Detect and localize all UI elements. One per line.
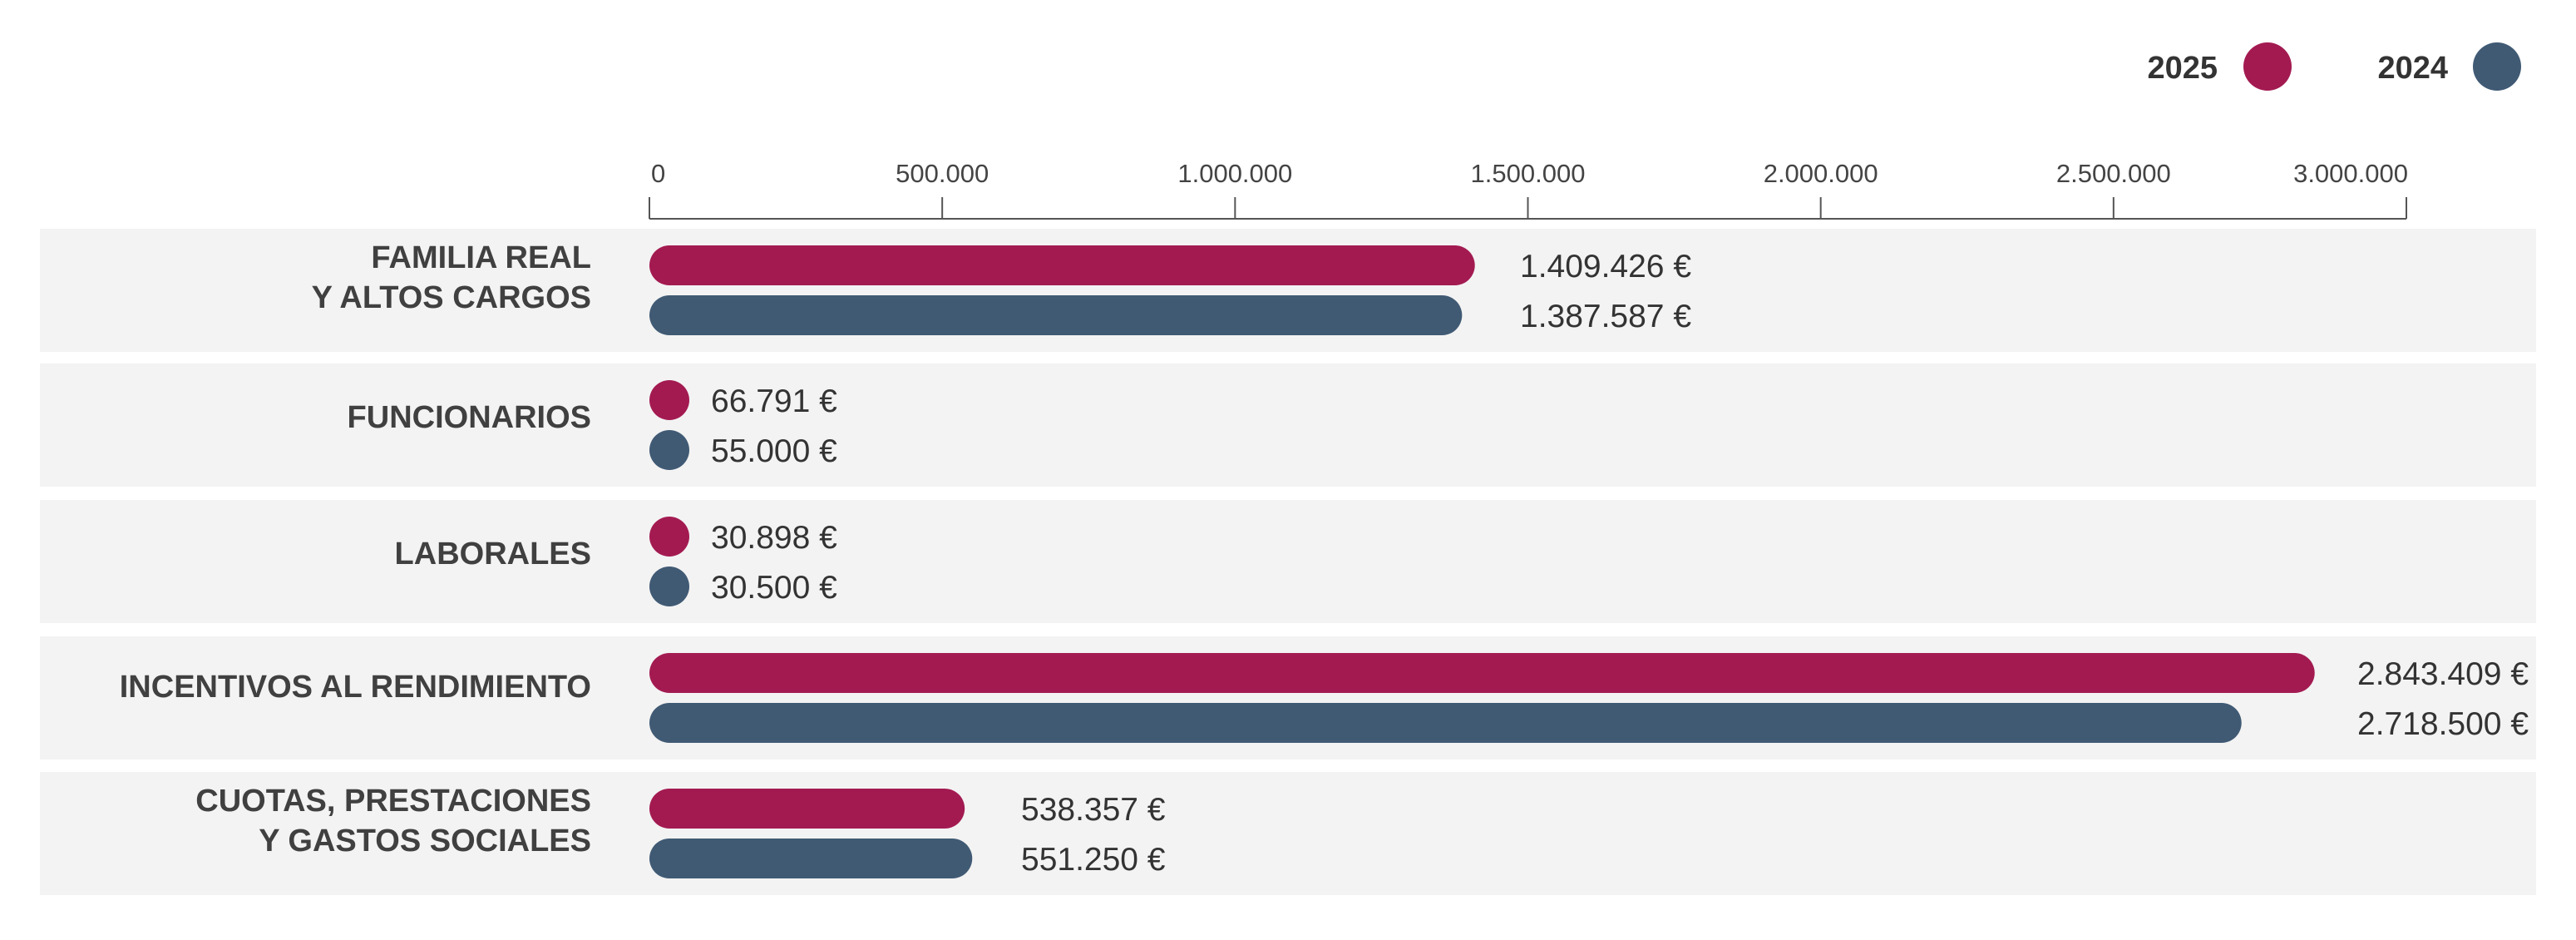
category-label-line: INCENTIVOS AL RENDIMIENTO [120,670,591,705]
value-label-2024: 1.387.587 € [1520,299,1691,334]
category-label-line: Y GASTOS SOCIALES [259,824,591,858]
row-background [40,500,2536,623]
category-label: FAMILIA REAL Y ALTOS CARGOS [312,240,591,315]
bar-2025 [649,517,689,557]
x-tick-label: 0 [651,159,665,188]
category-label-line: FUNCIONARIOS [348,400,591,435]
bar-2025 [649,789,965,829]
value-label-2025: 538.357 € [1021,792,1166,828]
value-label-2025: 1.409.426 € [1520,249,1691,284]
bar-2025 [649,245,1475,285]
bar-2025 [649,653,2315,693]
value-label-2024: 55.000 € [711,433,837,469]
value-label-2025: 66.791 € [711,383,837,419]
x-tick-label: 500.000 [896,159,989,188]
bar-2024 [649,703,2242,743]
bar-2024 [649,295,1463,335]
legend-swatch [2473,42,2521,91]
value-label-2024: 30.500 € [711,570,837,606]
bar-2025 [649,380,689,420]
row-background [40,772,2536,895]
value-label-2025: 30.898 € [711,520,837,556]
category-label: FUNCIONARIOS [348,400,591,435]
category-label-line: CUOTAS, PRESTACIONES [195,784,591,819]
bar-2024 [649,566,689,606]
x-tick-label: 2.000.000 [1764,159,1878,188]
bar-2024 [649,430,689,470]
category-label-line: Y ALTOS CARGOS [312,280,591,315]
legend-label: 2025 [2147,51,2218,86]
x-tick-label: 1.500.000 [1471,159,1586,188]
category-label-line: FAMILIA REAL [371,240,591,275]
category-label: LABORALES [395,537,591,571]
value-label-2024: 551.250 € [1021,842,1166,878]
category-label: INCENTIVOS AL RENDIMIENTO [120,670,591,705]
category-label: CUOTAS, PRESTACIONES Y GASTOS SOCIALES [195,784,591,858]
legend-label: 2024 [2377,51,2448,86]
x-tick-label: 3.000.000 [2293,159,2408,188]
legend-swatch [2243,42,2292,91]
category-label-line: LABORALES [395,537,591,571]
x-tick-label: 1.000.000 [1177,159,1292,188]
value-label-2025: 2.843.409 € [2357,656,2529,692]
x-tick-label: 2.500.000 [2056,159,2171,188]
value-label-2024: 2.718.500 € [2357,706,2529,742]
bar-2024 [649,839,973,878]
row-background [40,364,2536,487]
